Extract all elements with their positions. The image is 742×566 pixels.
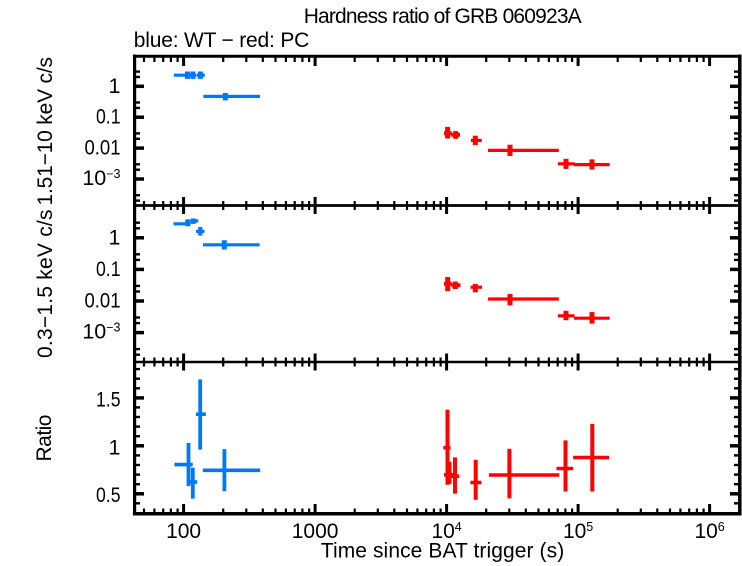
- svg-text:100: 100: [166, 520, 201, 543]
- svg-text:106: 106: [694, 520, 724, 543]
- svg-text:0.1: 0.1: [96, 105, 121, 129]
- svg-text:105: 105: [563, 520, 593, 543]
- svg-text:1.51−10 keV c/s: 1.51−10 keV c/s: [34, 57, 57, 206]
- svg-text:0.5: 0.5: [96, 483, 121, 507]
- svg-text:Hardness ratio of GRB 060923A: Hardness ratio of GRB 060923A: [304, 5, 582, 28]
- svg-text:0.1: 0.1: [96, 257, 121, 281]
- svg-text:Time since BAT trigger (s): Time since BAT trigger (s): [321, 540, 564, 563]
- svg-text:1: 1: [109, 435, 121, 459]
- svg-text:1: 1: [109, 74, 121, 98]
- svg-text:1: 1: [109, 225, 121, 249]
- svg-text:blue: WT − red: PC: blue: WT − red: PC: [134, 29, 309, 52]
- svg-text:0.3−1.5 keV c/s: 0.3−1.5 keV c/s: [34, 210, 57, 359]
- svg-text:1000: 1000: [292, 520, 339, 543]
- svg-text:0.01: 0.01: [85, 289, 121, 313]
- svg-text:104: 104: [431, 520, 461, 543]
- svg-text:0.01: 0.01: [85, 136, 121, 160]
- svg-text:1.5: 1.5: [96, 387, 121, 411]
- svg-text:Ratio: Ratio: [33, 415, 56, 462]
